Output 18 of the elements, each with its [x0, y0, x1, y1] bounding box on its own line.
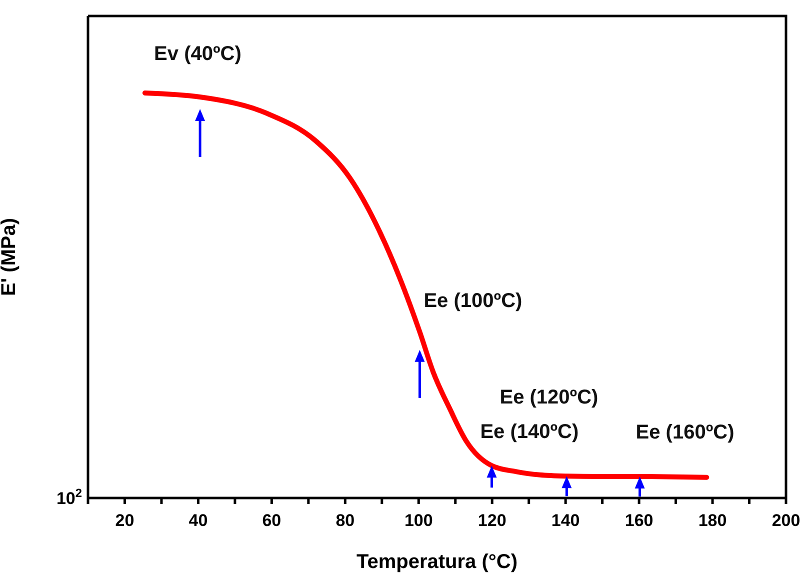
- x-tick-label: 200: [772, 511, 800, 530]
- x-tick-label: 20: [115, 511, 134, 530]
- annotation: Ee (120ºC): [500, 386, 598, 409]
- x-axis-title: Temperatura (°C): [356, 551, 518, 573]
- x-tick-label: 140: [551, 511, 580, 530]
- x-tick-label: 80: [336, 511, 355, 530]
- annotation: Ee (160ºC): [636, 422, 734, 444]
- x-tick-label: 160: [624, 511, 654, 530]
- x-tick-label: 60: [262, 511, 282, 530]
- y-axis-title: E' (MPa): [0, 218, 20, 296]
- x-tick-label: 40: [188, 511, 208, 530]
- annotation: Ee (140ºC): [480, 421, 579, 444]
- x-tick-label: 100: [404, 511, 433, 530]
- annotation: Ee (100ºC): [424, 290, 522, 312]
- text: 10$^{2}$: [56, 486, 82, 508]
- x-tick-label: 180: [698, 511, 727, 530]
- annotation: Ev (40ºC): [154, 43, 242, 66]
- x-tick-label: 120: [478, 511, 506, 530]
